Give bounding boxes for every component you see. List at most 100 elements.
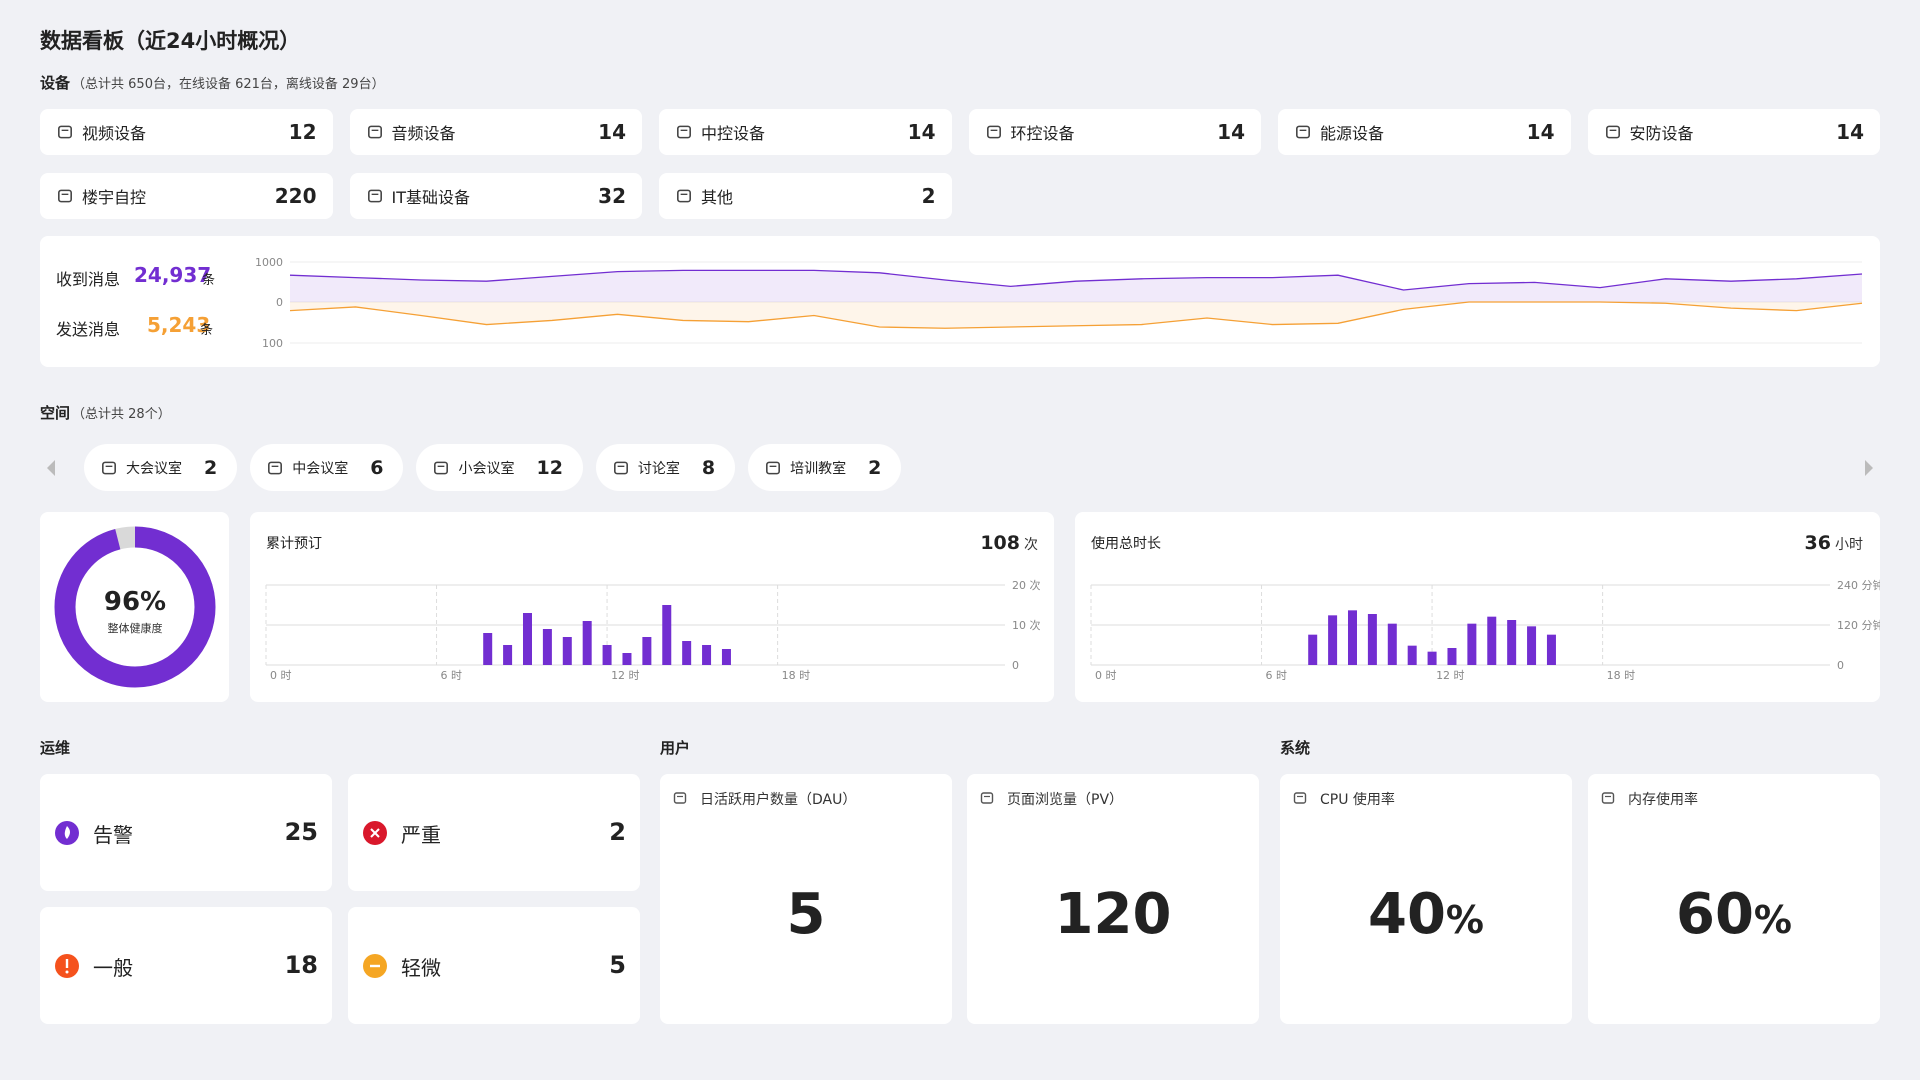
icon-shape [986,125,1001,139]
bar [1546,634,1556,665]
icon-shape [1296,125,1310,139]
users-label: 页面浏览量（PV） [1007,792,1124,808]
section-title: 设备 （总计共 650台，在线设备 621台，离线设备 29台） [40,72,385,93]
users-value-box: 120 [967,882,1259,947]
bar [702,645,712,665]
users-value-box: 5 [660,882,952,947]
message-value: 24,937 [134,263,212,287]
icon [677,125,691,139]
section-title: 设备 [40,74,71,92]
bar [662,605,672,665]
chart-title: 累计预订 [266,536,322,552]
bar [642,637,652,665]
device-grid: 视频设备 12 音频设备 14 中控设备 14 环控设备 14 能源设备 14 安防设备 14 楼宇自控… [40,109,1880,219]
total-unit: 小时 [1835,537,1863,553]
bar [1328,615,1338,665]
space-value: 12 [536,456,563,479]
space-pill[interactable]: 小会议室 12 [416,444,583,491]
device-label: 中控设备 [701,124,766,143]
icon [1601,792,1615,804]
icon [986,125,1001,139]
ops-card: 一般 18 [40,907,332,1024]
icon [673,792,687,804]
icon-shape [58,125,72,139]
users-value: 5 [786,882,826,947]
device-value: 14 [1217,120,1245,144]
next-arrow[interactable] [1862,458,1876,478]
users-value: 120 [1054,882,1172,947]
y-tick-label: 1000 [255,256,283,269]
ops-label: 告警 [93,823,133,847]
x-tick-label: 0 时 [1095,669,1117,682]
device-card: 环控设备 14 [968,109,1261,155]
space-pill[interactable]: 大会议室 2 [84,444,238,491]
space-pill[interactable]: 讨论室 8 [595,444,736,491]
icon [613,461,628,474]
y-tick-label: 0 [1012,659,1019,672]
bar [1507,620,1517,665]
icon [766,461,781,474]
x-tick-label: 18 时 [782,669,811,682]
system-value-box: 60% [1588,882,1880,947]
ops-value: 25 [284,818,318,846]
ops-icon [363,821,387,845]
area [290,302,1862,329]
line [289,269,1863,291]
icon [1293,792,1307,804]
message-unit: 条 [202,273,216,288]
ops-label: 一般 [93,956,133,980]
ops-card: 轻微 5 [348,907,640,1024]
bar [1407,645,1417,665]
x-tick-label: 6 时 [1266,669,1288,682]
space-pill[interactable]: 中会议室 6 [250,444,404,491]
bar [582,621,592,665]
system-unit: % [1753,898,1792,942]
space-pill[interactable]: 培训教室 2 [748,444,902,491]
icon [367,125,382,139]
page-title: 数据看板（近24小时概况） [40,29,301,53]
device-card: 能源设备 14 [1278,109,1571,155]
device-label: 其他 [701,188,734,207]
device-card: 视频设备 12 [40,109,333,155]
x-tick-label: 18 时 [1607,669,1636,682]
device-card: 音频设备 14 [349,109,642,155]
ops-icon [55,954,79,978]
icon [434,461,449,474]
space-value: 2 [204,456,218,479]
total-value: 36 [1805,532,1831,554]
bar [1367,614,1377,665]
icon-shape [65,970,69,974]
bar [1308,634,1318,665]
message-panel: 1000 0 100 收到消息 24,937 条发送消息 5,243 条 [40,236,1880,367]
ops-value: 2 [609,818,626,846]
x-tick-label: 12 时 [1436,669,1465,682]
icon-shape [102,461,116,474]
total-value: 108 [980,532,1020,554]
message-chart: 1000 0 100 [255,256,1863,350]
bar [602,645,612,665]
device-value: 14 [598,120,626,144]
icon [58,125,72,139]
device-label: 能源设备 [1320,124,1385,143]
space-label: 小会议室 [458,460,515,477]
icon-shape [268,461,283,474]
section-title: 系统 [1280,739,1311,757]
prev-arrow[interactable] [44,458,58,478]
ops-label: 严重 [401,823,441,847]
health-card: 96% 整体健康度 [40,512,229,702]
bar [483,633,493,665]
device-label: 安防设备 [1629,124,1694,143]
device-value: 14 [907,120,936,144]
bar [1467,623,1477,665]
bar [1487,616,1497,665]
bar [1427,651,1437,665]
health-label: 整体健康度 [108,621,163,635]
icon-shape [677,125,691,139]
bar [1347,610,1357,665]
device-label: IT基础设备 [391,188,471,207]
icon-shape [1293,792,1307,804]
ops-icon [55,821,79,845]
y-tick-label: 240 分钟 [1837,578,1880,592]
icon-shape [673,792,687,804]
ops-value: 18 [284,951,318,979]
